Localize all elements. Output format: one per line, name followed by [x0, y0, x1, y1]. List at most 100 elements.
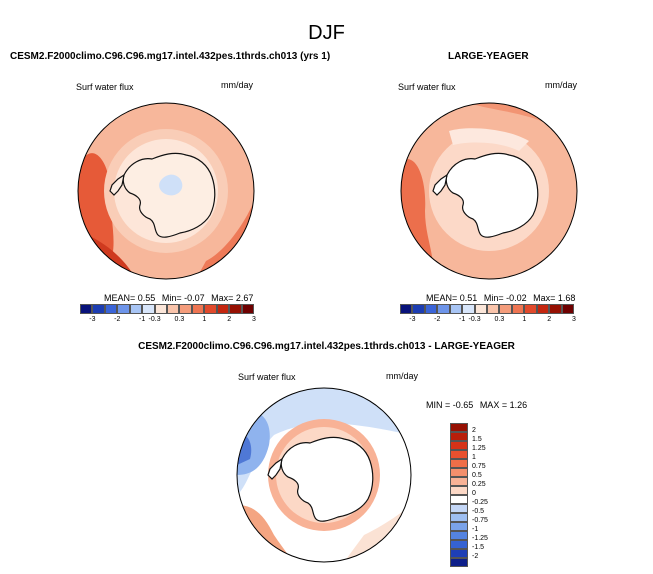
panel1-colorbar-tick-label: -0.3	[148, 316, 161, 323]
panel3-colorbar-labels: 2 1.5 1.25 1 0.75 0.5 0.25 0 -0.25 -0.5 -0.75 -1 -1.…	[472, 423, 512, 567]
panel1-colorbar-segment	[204, 304, 217, 314]
panel2-colorbar	[400, 304, 574, 314]
panel2-colorbar-tick-label: -3	[409, 316, 416, 323]
panel1-colorbar-tick-label: 3	[252, 316, 256, 323]
panel3-units: mm/day	[386, 371, 419, 381]
panel2-colorbar-segment	[449, 304, 463, 314]
panel3-variable: Surf water flux	[238, 372, 296, 382]
panel3-stats: MIN = -0.65 MAX = 1.26	[426, 400, 527, 410]
panel2-colorbar-segment	[400, 304, 413, 314]
panel2-max-value: 1.68	[557, 293, 576, 303]
panel3-colorbar-segment	[450, 558, 468, 567]
panel1-map	[77, 102, 255, 280]
panel3-colorbar-segment	[450, 540, 468, 549]
panel3-max-value: 1.26	[509, 400, 528, 410]
panel1-title: CESM2.F2000climo.C96.C96.mg17.intel.432p…	[10, 51, 331, 62]
panel3-colorbar-segment	[450, 504, 468, 513]
panel3-min-value: -0.65	[452, 400, 474, 410]
panel2-colorbar-tick-label: -2	[434, 316, 441, 323]
panel2-colorbar-segment	[462, 304, 475, 314]
panel2-colorbar-segment	[437, 304, 450, 314]
panel1-min-value: -0.07	[184, 293, 205, 303]
panel2-min-label: Min=	[483, 293, 504, 303]
panel3-colorbar-segment	[450, 450, 468, 459]
panel2-colorbar-labels: -3 -2 -1 -0.3 0.3 1 2 3	[400, 316, 576, 326]
panel2-colorbar-tick-label: 0.3	[494, 316, 505, 323]
panel1-colorbar-tick-label: 0.3	[174, 316, 185, 323]
panel1-variable: Surf water flux	[76, 82, 134, 92]
panel1-max-value: 2.67	[235, 293, 254, 303]
panel3-map-field	[237, 388, 411, 562]
panel3-colorbar-tick-label: 1	[472, 454, 476, 461]
panel2-map-border	[400, 102, 578, 280]
panel3-colorbar-segment	[450, 477, 468, 486]
panel1-colorbar-segment	[229, 304, 242, 314]
panel3-colorbar-segment	[450, 522, 468, 531]
panel1-colorbar-segment	[142, 304, 155, 314]
panel3-colorbar-segment	[450, 531, 468, 540]
panel3-colorbar-segment	[450, 441, 468, 450]
panel2-mean-label: MEAN=	[426, 293, 458, 303]
panel3-colorbar-tick-label: -2	[472, 553, 479, 560]
panel2-colorbar-tick-label: 2	[547, 316, 552, 323]
panel1-colorbar-tick-label: 2	[227, 316, 232, 323]
panel3-colorbar-tick-label: 0.25	[472, 481, 486, 488]
panel2-colorbar-segment	[549, 304, 562, 314]
panel2-colorbar-segment	[524, 304, 537, 314]
panel1-colorbar-segment	[154, 304, 167, 314]
panel3-colorbar-segment	[450, 459, 468, 468]
panel3-colorbar-tick-label: -0.25	[472, 499, 488, 506]
panel1-map-border	[77, 102, 255, 280]
panel1-colorbar-segment	[216, 304, 230, 314]
panel1-colorbar-tick-label: -3	[89, 316, 96, 323]
panel3-colorbar-tick-label: 0	[472, 490, 476, 497]
panel3-colorbar-tick-label: -0.75	[472, 517, 488, 524]
panel3-colorbar-segment	[450, 423, 468, 432]
panel2-mean-value: 0.51	[459, 293, 478, 303]
panel1-mean-value: 0.55	[137, 293, 156, 303]
panel3-max-label: MAX =	[479, 400, 508, 410]
panel1-colorbar-segment	[179, 304, 192, 314]
panel2-stats: MEAN= 0.51 Min= -0.02 Max= 1.68	[426, 293, 575, 303]
panel1-colorbar-segment	[129, 304, 143, 314]
panel2-colorbar-tick-label: 1	[522, 316, 527, 323]
panel1-colorbar-tick-label: 1	[202, 316, 207, 323]
panel1-stats: MEAN= 0.55 Min= -0.07 Max= 2.67	[104, 293, 253, 303]
panel3-negative-diff-north	[237, 388, 411, 495]
panel1-colorbar	[80, 304, 254, 314]
panel3-colorbar-segment	[450, 549, 468, 558]
panel3-title: CESM2.F2000climo.C96.C96.mg17.intel.432p…	[138, 341, 515, 352]
figure-title: DJF	[308, 22, 345, 44]
panel1-mean-label: MEAN=	[104, 293, 136, 303]
panel3-colorbar-tick-label: 1.25	[472, 445, 486, 452]
panel3-colorbar	[450, 423, 468, 567]
panel2-colorbar-segment	[536, 304, 550, 314]
panel2-map	[400, 102, 578, 280]
panel1-colorbar-segment	[104, 304, 118, 314]
panel1-units: mm/day	[221, 80, 254, 90]
panel2-colorbar-segment	[499, 304, 512, 314]
panel2-colorbar-tick-label: -0.3	[468, 316, 481, 323]
panel2-units: mm/day	[545, 80, 578, 90]
panel2-min-value: -0.02	[506, 293, 527, 303]
panel2-colorbar-segment	[487, 304, 500, 314]
panel1-negative-flux-patch	[159, 174, 183, 196]
panel3-min-label: MIN =	[426, 400, 451, 410]
panel3-map-border	[236, 387, 412, 563]
panel1-min-label: Min=	[161, 293, 182, 303]
panel2-lightest-flux-band	[449, 128, 529, 151]
panel2-title: LARGE-YEAGER	[448, 51, 529, 62]
panel3-colorbar-tick-label: 0.75	[472, 463, 486, 470]
panel1-colorbar-segment	[167, 304, 180, 314]
panel1-colorbar-tick-label: -1	[139, 316, 146, 323]
panel2-colorbar-segment	[424, 304, 438, 314]
panel3-colorbar-tick-label: 0.5	[472, 472, 482, 479]
panel1-max-label: Max=	[211, 293, 234, 303]
panel3-colorbar-segment	[450, 486, 468, 495]
panel1-map-field	[78, 103, 254, 279]
panel3-colorbar-segment	[450, 432, 468, 441]
panel1-colorbar-segment	[241, 304, 254, 314]
panel1-colorbar-segment	[80, 304, 93, 314]
panel3-colorbar-tick-label: 2	[472, 427, 476, 434]
panel2-max-label: Max=	[533, 293, 556, 303]
